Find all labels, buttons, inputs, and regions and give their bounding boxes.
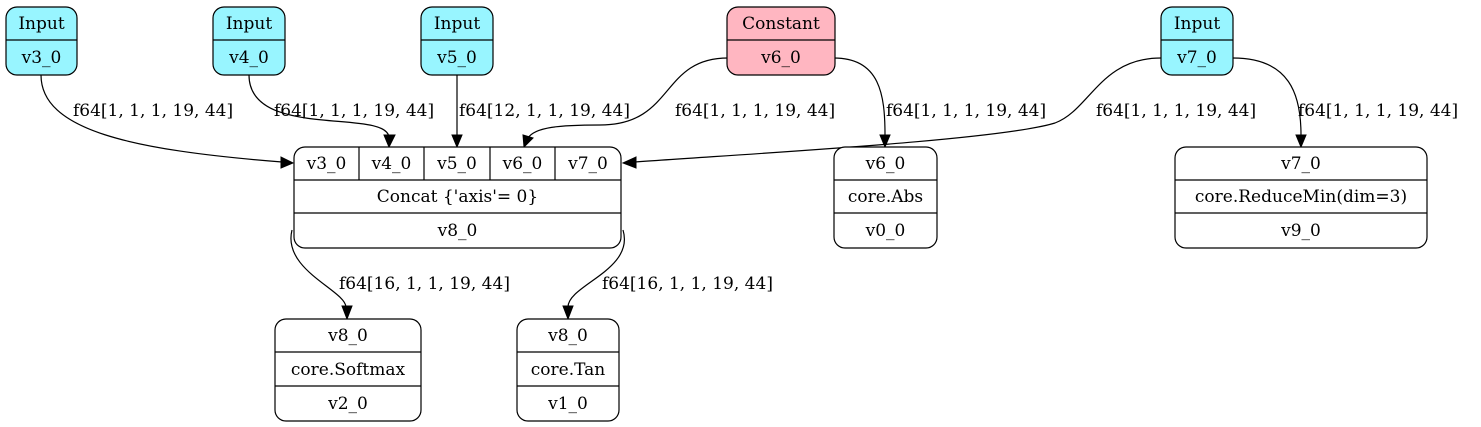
output-label: v8_0 — [437, 221, 478, 241]
edge-v7-to-reducemin — [1232, 57, 1302, 136]
concat-port-label: v6_0 — [502, 154, 543, 174]
edge-v3-to-concat — [40, 74, 283, 163]
node-name-label: v6_0 — [760, 48, 801, 68]
output-label: v9_0 — [1280, 221, 1321, 241]
edge-label-v4-concat: f64[1, 1, 1, 19, 44] — [274, 101, 434, 121]
node-kind-label: Input — [18, 14, 64, 34]
input-label: v7_0 — [1280, 154, 1321, 174]
arrowhead — [621, 156, 637, 169]
arrowhead — [451, 134, 463, 149]
edge-v6-to-concat — [527, 57, 729, 139]
edge-labels: f64[1, 1, 1, 19, 44] f64[1, 1, 1, 19, 44… — [73, 101, 1458, 294]
arrowhead — [522, 134, 534, 149]
input-node-box — [5, 6, 78, 76]
op-node-box — [293, 146, 622, 249]
abs-node: v6_0 core.Abs v0_0 — [833, 146, 938, 249]
edge-label-v6-concat: f64[1, 1, 1, 19, 44] — [675, 101, 835, 121]
input-label: v8_0 — [547, 326, 588, 346]
op-node-box — [1174, 146, 1428, 249]
edge-v6-to-abs — [833, 57, 886, 136]
edge-label-v6-abs: f64[1, 1, 1, 19, 44] — [886, 101, 1046, 121]
op-label: core.ReduceMin(dim=3) — [1195, 187, 1407, 207]
edge-v7-to-concat — [634, 57, 1162, 163]
output-label: v0_0 — [865, 221, 906, 241]
op-label: core.Softmax — [291, 360, 406, 380]
input-label: v8_0 — [327, 326, 368, 346]
node-kind-label: Input — [1174, 14, 1220, 34]
input-node-box — [1160, 6, 1234, 76]
output-label: v2_0 — [327, 394, 368, 414]
output-label: v1_0 — [547, 394, 588, 414]
op-node-box — [833, 146, 938, 249]
edge-label-v3-concat: f64[1, 1, 1, 19, 44] — [73, 101, 233, 121]
edge-label-v7-concat: f64[1, 1, 1, 19, 44] — [1096, 101, 1256, 121]
edge-label-concat-tan: f64[16, 1, 1, 19, 44] — [602, 274, 773, 294]
constant-node-v6: Constant v6_0 — [726, 6, 836, 76]
op-node-box — [274, 318, 422, 422]
input-node-box — [212, 6, 286, 76]
concat-port-label: v4_0 — [371, 154, 412, 174]
input-node-v7: Input v7_0 — [1160, 6, 1234, 76]
arrowhead — [562, 305, 574, 321]
concat-port-label: v7_0 — [567, 154, 608, 174]
tan-node: v8_0 core.Tan v1_0 — [516, 318, 620, 422]
input-node-v3: Input v3_0 — [5, 6, 78, 76]
input-node-box — [420, 6, 494, 76]
edge-label-v7-reducemin: f64[1, 1, 1, 19, 44] — [1298, 101, 1458, 121]
edge-concat-to-tan — [567, 229, 626, 308]
constant-node-box — [726, 6, 836, 76]
node-kind-label: Constant — [742, 14, 820, 34]
node-kind-label: Input — [226, 14, 272, 34]
reducemin-node: v7_0 core.ReduceMin(dim=3) v9_0 — [1174, 146, 1428, 249]
node-name-label: v7_0 — [1176, 48, 1217, 68]
op-label: core.Tan — [531, 360, 606, 380]
op-node-box — [516, 318, 620, 422]
edge-concat-to-softmax — [290, 229, 347, 308]
op-label: core.Abs — [848, 187, 923, 207]
arrowhead — [341, 305, 353, 321]
arrowhead — [383, 134, 396, 149]
input-node-v5: Input v5_0 — [420, 6, 494, 76]
edge-label-v5-concat: f64[12, 1, 1, 19, 44] — [459, 101, 630, 121]
node-name-label: v3_0 — [21, 48, 62, 68]
arrowhead — [280, 156, 295, 169]
edge-label-concat-softmax: f64[16, 1, 1, 19, 44] — [339, 274, 510, 294]
node-name-label: v4_0 — [228, 48, 269, 68]
arrowhead — [879, 134, 891, 149]
softmax-node: v8_0 core.Softmax v2_0 — [274, 318, 422, 422]
concat-port-label: v5_0 — [436, 154, 477, 174]
input-node-v4: Input v4_0 — [212, 6, 286, 76]
node-name-label: v5_0 — [436, 48, 477, 68]
edges — [40, 57, 1307, 321]
op-label: Concat {'axis'= 0} — [377, 187, 538, 207]
node-kind-label: Input — [434, 14, 480, 34]
concat-node: v3_0 v4_0 v5_0 v6_0 v7_0 Concat {'axis'=… — [293, 146, 622, 249]
arrowhead — [1295, 134, 1307, 149]
input-label: v6_0 — [865, 154, 906, 174]
edge-v4-to-concat — [248, 74, 390, 138]
concat-port-label: v3_0 — [306, 154, 347, 174]
